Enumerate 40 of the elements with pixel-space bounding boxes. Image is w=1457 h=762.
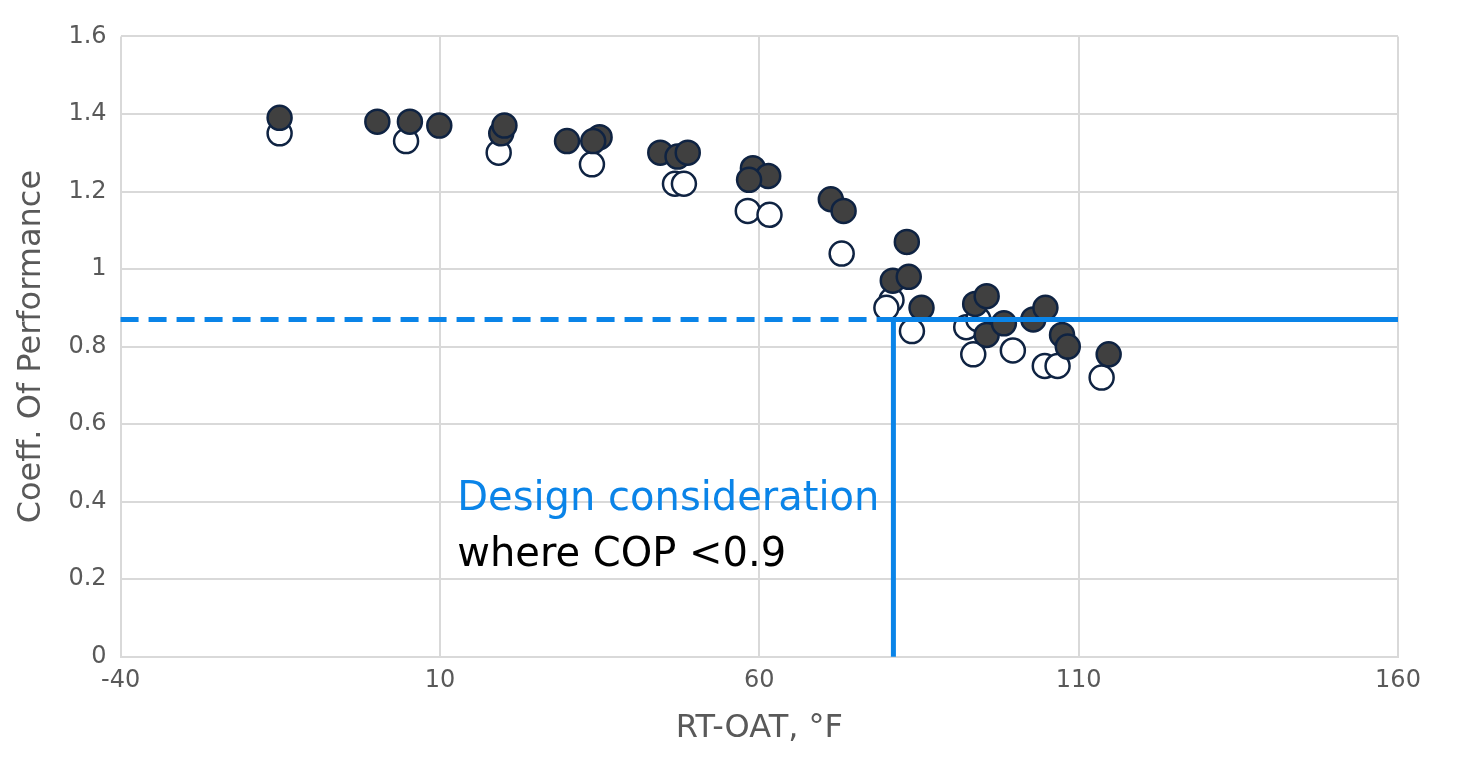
y-tick-label: 0.2	[68, 563, 107, 592]
x-axis-title: RT-OAT, °F	[675, 707, 843, 746]
point	[1044, 352, 1071, 380]
y-tick-label: 1.4	[68, 98, 107, 127]
x-tick-label: 160	[1375, 665, 1421, 694]
point	[553, 127, 581, 155]
point	[266, 104, 293, 132]
point	[1095, 341, 1122, 368]
point	[960, 341, 987, 368]
point	[491, 112, 518, 139]
y-axis-title: Coeff. Of Performance	[9, 169, 48, 524]
y-tick-label: 0.6	[68, 408, 107, 437]
annotation: Design consideration	[457, 472, 880, 519]
point	[364, 108, 391, 135]
point	[578, 151, 606, 178]
x-tick-label: 110	[1055, 665, 1102, 694]
point	[1054, 333, 1082, 360]
point	[426, 112, 453, 139]
point	[735, 166, 763, 194]
y-tick-label: 1.2	[68, 175, 107, 204]
point	[1088, 364, 1115, 391]
point	[756, 201, 783, 229]
point	[830, 197, 857, 225]
point	[893, 228, 921, 256]
point	[674, 139, 701, 166]
x-tick-label: 10	[424, 665, 456, 694]
point	[670, 170, 698, 197]
point	[734, 197, 762, 225]
x-tick-label: 60	[744, 665, 775, 694]
y-tick-label: 0.4	[68, 485, 107, 514]
point	[396, 108, 424, 135]
point	[895, 263, 922, 291]
point	[579, 127, 607, 155]
y-tick-label: 1.6	[68, 20, 107, 49]
point	[828, 240, 855, 267]
annotation: where COP <0.9	[457, 528, 787, 575]
point	[973, 282, 1000, 310]
y-tick-label: 1	[91, 253, 107, 282]
y-tick-label: 0.8	[68, 330, 107, 359]
point	[999, 337, 1027, 364]
